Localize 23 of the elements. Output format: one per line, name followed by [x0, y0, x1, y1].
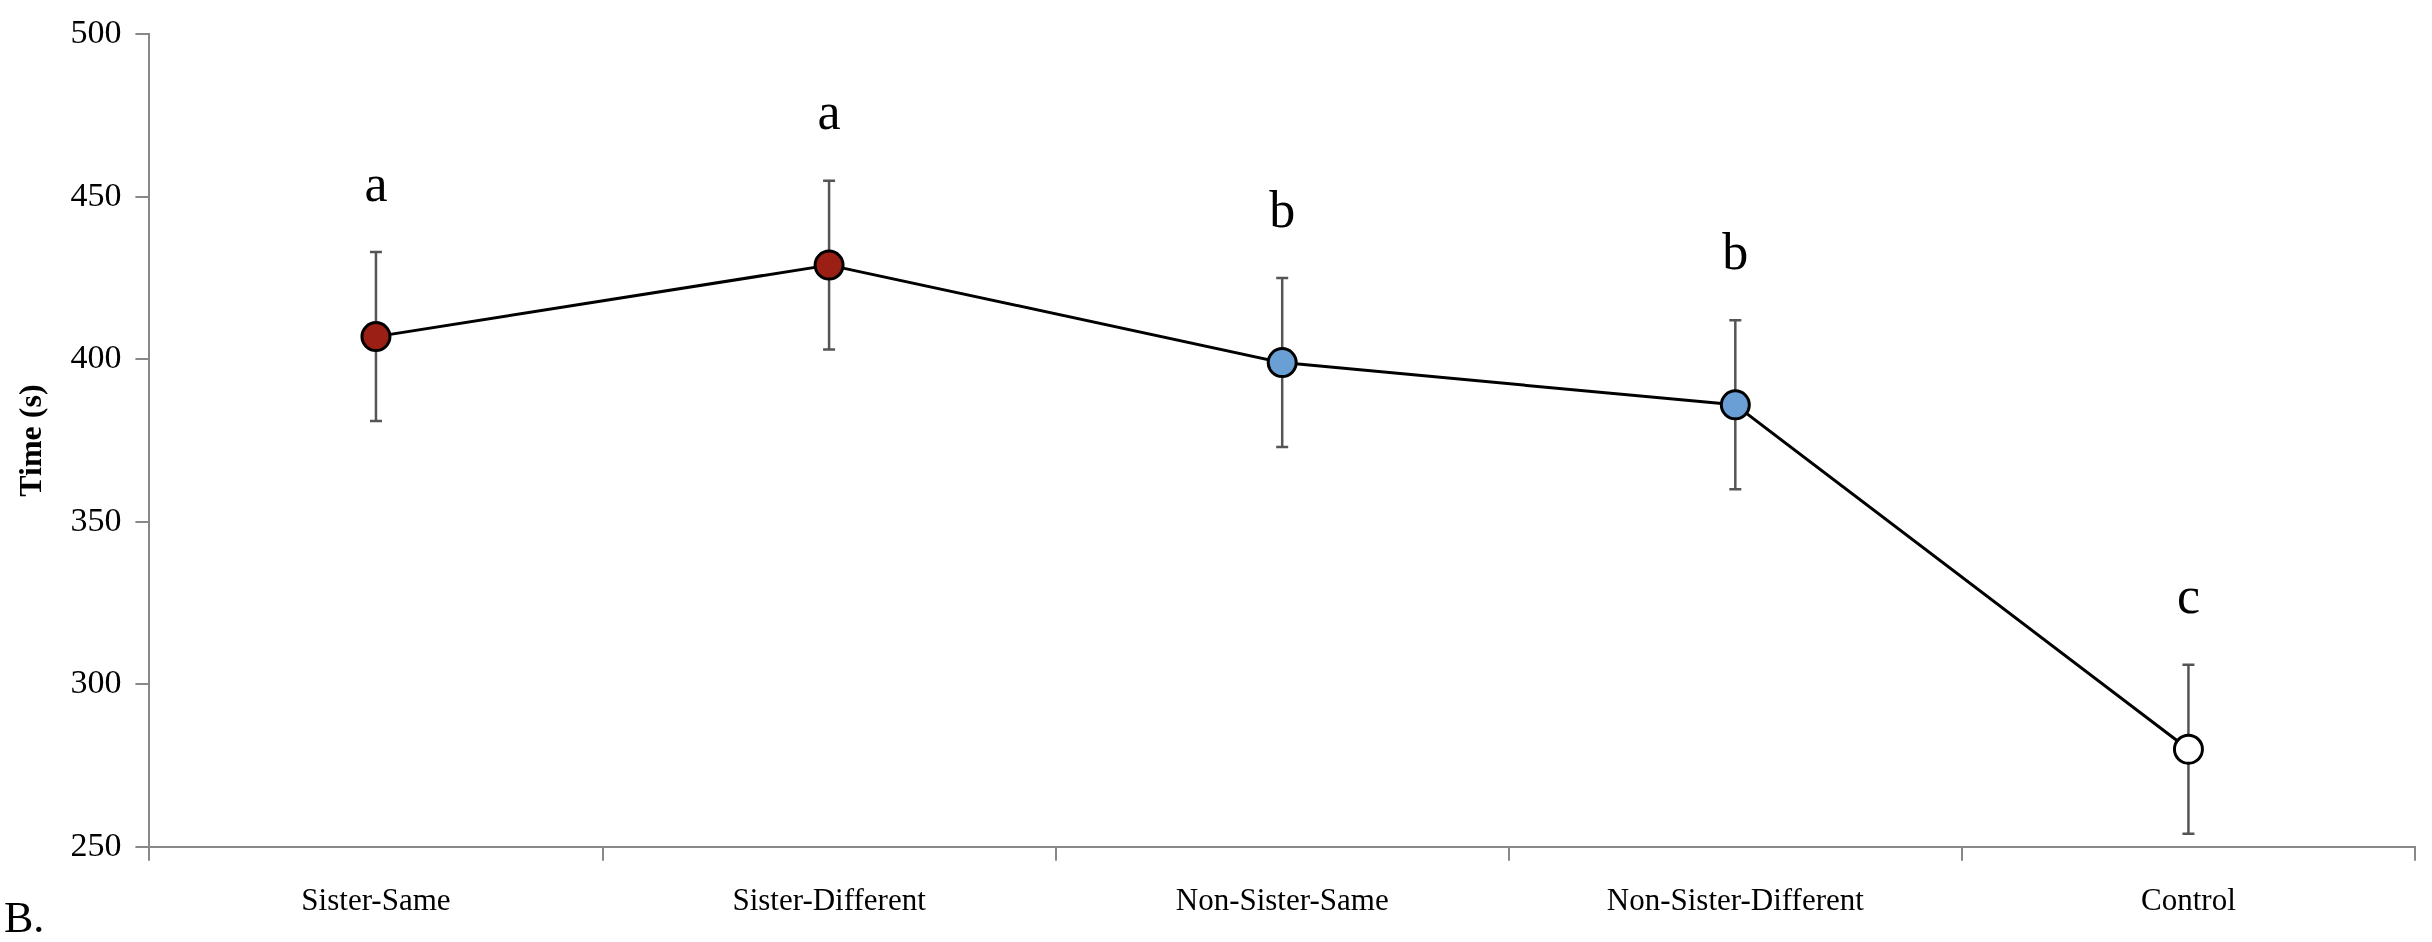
- x-tick-label: Non-Sister-Different: [1606, 881, 1865, 917]
- y-tick-label: 500: [70, 13, 122, 51]
- y-tick-label: 350: [70, 500, 122, 538]
- point: [360, 321, 392, 353]
- y-tick-label: 400: [70, 338, 122, 376]
- annotation: a: [364, 154, 388, 212]
- x-tick-label: Non-Sister-Same: [1175, 881, 1389, 917]
- point: [813, 249, 845, 281]
- annotation: c: [2176, 567, 2200, 625]
- annotation: a: [817, 83, 841, 141]
- annotation: b: [1722, 223, 1749, 281]
- x-tick-label: Sister-Different: [732, 881, 927, 917]
- x-tick-label: Sister-Same: [301, 881, 451, 917]
- text: B.: [4, 892, 45, 942]
- point: [2172, 733, 2204, 765]
- y-tick-label: 450: [70, 175, 122, 213]
- y-tick-label: 250: [70, 825, 122, 863]
- y-axis-title: Time (s): [12, 384, 49, 497]
- point: [1719, 389, 1751, 421]
- annotation: b: [1269, 180, 1296, 238]
- x-tick-label: Control: [2141, 881, 2236, 917]
- point: [1266, 347, 1298, 379]
- y-tick-label: 300: [70, 663, 122, 701]
